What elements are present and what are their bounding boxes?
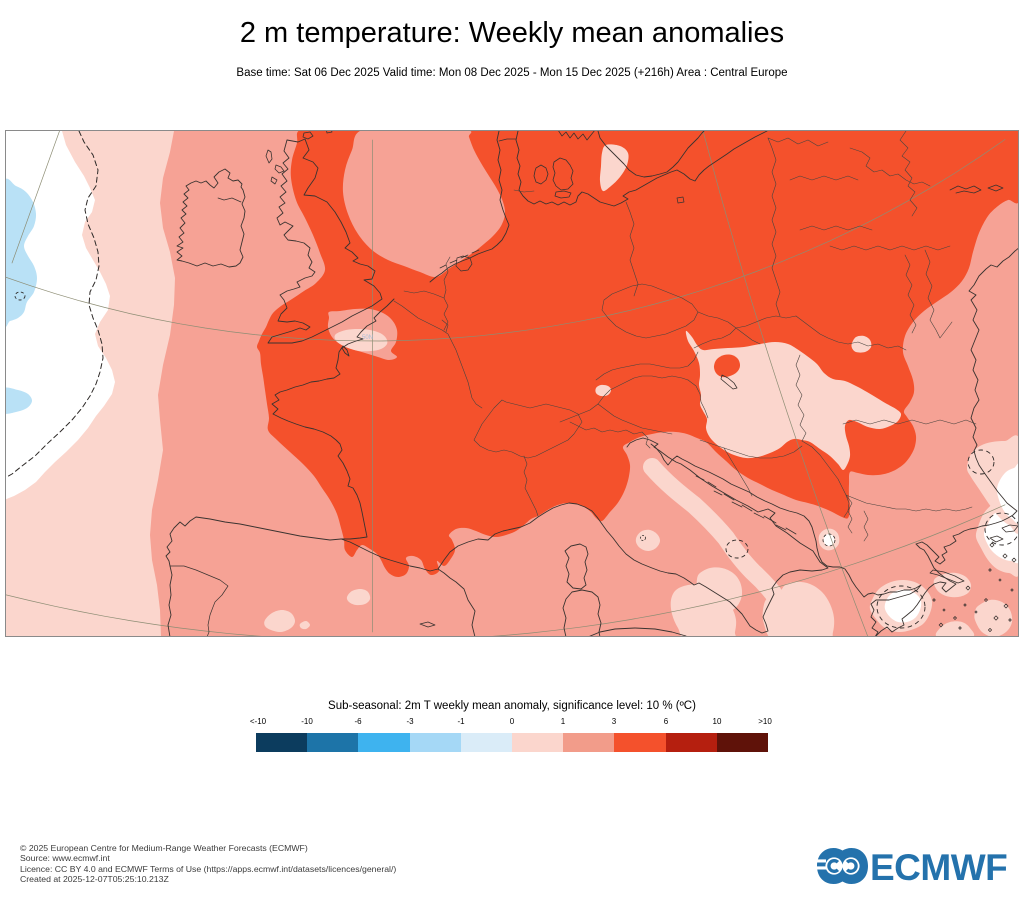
svg-text:ECMWF: ECMWF [870, 847, 1007, 888]
svg-text:50N: 50N [362, 335, 373, 341]
